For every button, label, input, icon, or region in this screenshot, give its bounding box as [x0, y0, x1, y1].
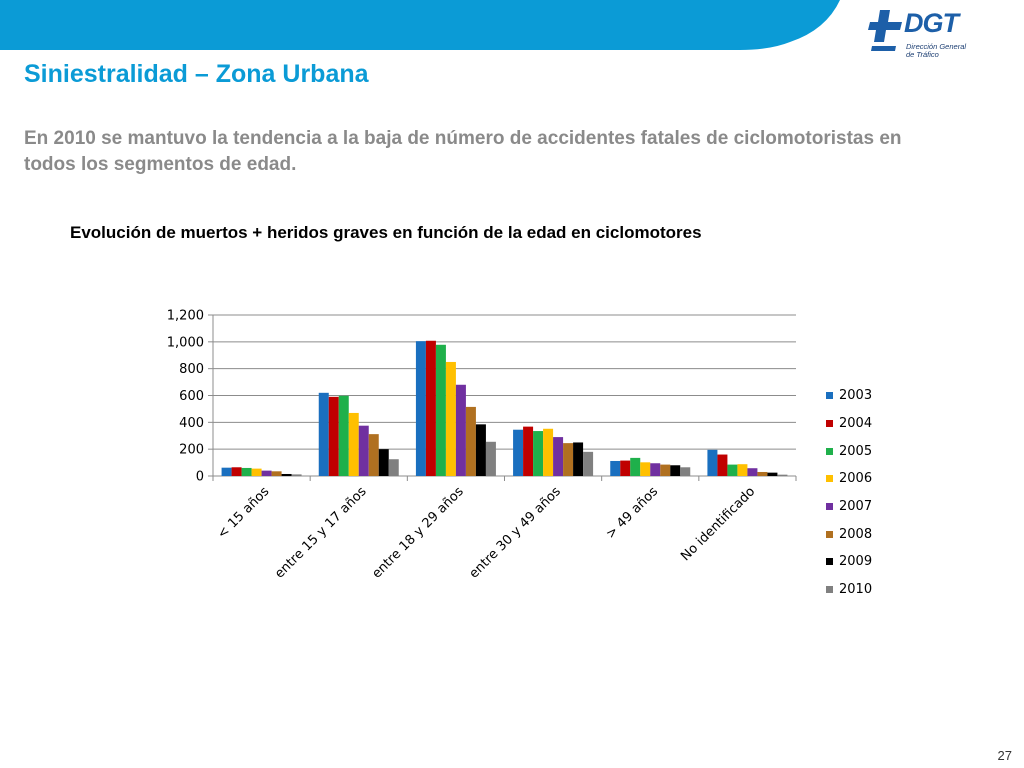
- bar: [583, 451, 594, 476]
- bar: [221, 467, 232, 476]
- legend-label: 2008: [839, 526, 873, 542]
- bar: [415, 341, 426, 476]
- bar: [318, 392, 329, 476]
- bar: [485, 441, 496, 476]
- bar: [455, 384, 466, 476]
- page-title: Siniestralidad – Zona Urbana: [24, 60, 369, 88]
- bar: [737, 464, 748, 476]
- bar: [680, 467, 691, 476]
- bar: [553, 437, 564, 476]
- header-band: [0, 0, 840, 50]
- legend-swatch: [826, 392, 833, 400]
- bar: [271, 471, 282, 476]
- bar: [640, 462, 651, 476]
- chart-legend: 2003 2004 2005 2006 2007 2008 2009 2010: [826, 382, 872, 604]
- bar: [378, 449, 389, 476]
- bar-chart: 0 200 400 600 800 1,000 1,200 < 15 años entre 15…: [167, 309, 797, 582]
- bar: [707, 449, 718, 476]
- slide-subtitle: En 2010 se mantuvo la tendencia a la baj…: [24, 128, 902, 175]
- bar: [767, 472, 778, 476]
- x-tick-label: No identificado: [678, 484, 758, 564]
- y-tick-label: 1,200: [167, 309, 204, 324]
- bar: [348, 412, 359, 476]
- y-tick-label: 0: [196, 470, 204, 485]
- bar: [747, 468, 758, 476]
- bar: [358, 425, 369, 476]
- bar: [563, 443, 574, 476]
- legend-label: 2005: [839, 443, 873, 459]
- bar: [425, 340, 436, 476]
- logo-line2: de Tráfico: [906, 50, 939, 59]
- legend-item: 2008: [826, 520, 872, 548]
- bar: [251, 468, 262, 476]
- legend-item: 2006: [826, 465, 872, 493]
- bar: [777, 474, 788, 476]
- bar: [231, 467, 242, 476]
- bar: [573, 442, 584, 476]
- bar: [757, 471, 768, 476]
- x-tick-label: entre 18 y 29 años: [369, 484, 466, 581]
- x-tick-label: < 15 años: [215, 484, 273, 542]
- legend-label: 2010: [839, 582, 873, 598]
- legend-label: 2009: [839, 554, 873, 570]
- bar: [513, 429, 524, 476]
- bar: [465, 406, 476, 476]
- legend-swatch: [826, 447, 833, 455]
- legend-item: 2010: [826, 576, 872, 604]
- bar: [445, 361, 456, 476]
- legend-item: 2004: [826, 410, 872, 438]
- y-tick-label: 1,000: [167, 335, 204, 350]
- legend-swatch: [826, 530, 833, 538]
- x-tick-label: entre 15 y 17 años: [272, 484, 369, 581]
- dgt-logo: DGT Dirección General de Tráfico: [866, 6, 986, 62]
- bar: [620, 460, 631, 476]
- bar: [328, 396, 339, 476]
- bar: [543, 428, 554, 476]
- bar: [475, 424, 486, 476]
- legend-label: 2004: [839, 416, 873, 432]
- legend-swatch: [826, 558, 833, 566]
- bar: [650, 463, 661, 476]
- bar: [523, 426, 534, 476]
- bar: [388, 459, 399, 476]
- bar: [338, 395, 349, 476]
- bar: [727, 464, 738, 476]
- legend-item: 2003: [826, 382, 872, 410]
- legend-item: 2009: [826, 548, 872, 576]
- legend-label: 2007: [839, 499, 873, 515]
- legend-item: 2007: [826, 493, 872, 521]
- legend-swatch: [826, 586, 833, 594]
- bar: [533, 431, 544, 476]
- legend-swatch: [826, 420, 833, 428]
- dgt-cross-icon: [868, 10, 902, 51]
- legend-label: 2003: [839, 388, 873, 404]
- bar: [435, 344, 446, 476]
- logo-wordmark: DGT: [904, 8, 959, 38]
- logo-subtitle: Dirección General de Tráfico: [906, 43, 966, 59]
- x-tick-label: entre 30 y 49 años: [467, 484, 564, 581]
- bar: [630, 457, 641, 476]
- legend-swatch: [826, 503, 833, 511]
- logo-line1: Dirección General: [906, 42, 967, 51]
- bar: [368, 434, 379, 476]
- bar: [660, 464, 671, 476]
- y-tick-label: 200: [179, 443, 204, 458]
- bar: [261, 470, 272, 476]
- bar: [291, 474, 302, 476]
- page-number: 27: [997, 748, 1012, 763]
- y-tick-label: 400: [179, 416, 204, 431]
- bar: [610, 460, 621, 476]
- chart-title: Evolución de muertos + heridos graves en…: [70, 223, 702, 242]
- bar: [717, 454, 728, 476]
- legend-swatch: [826, 475, 833, 483]
- x-tick-label: > 49 años: [603, 484, 661, 542]
- bar: [241, 467, 252, 476]
- bar: [281, 473, 292, 476]
- legend-label: 2006: [839, 471, 873, 487]
- y-tick-label: 800: [179, 362, 204, 377]
- bar: [670, 465, 681, 476]
- y-tick-label: 600: [179, 389, 204, 404]
- legend-item: 2005: [826, 437, 872, 465]
